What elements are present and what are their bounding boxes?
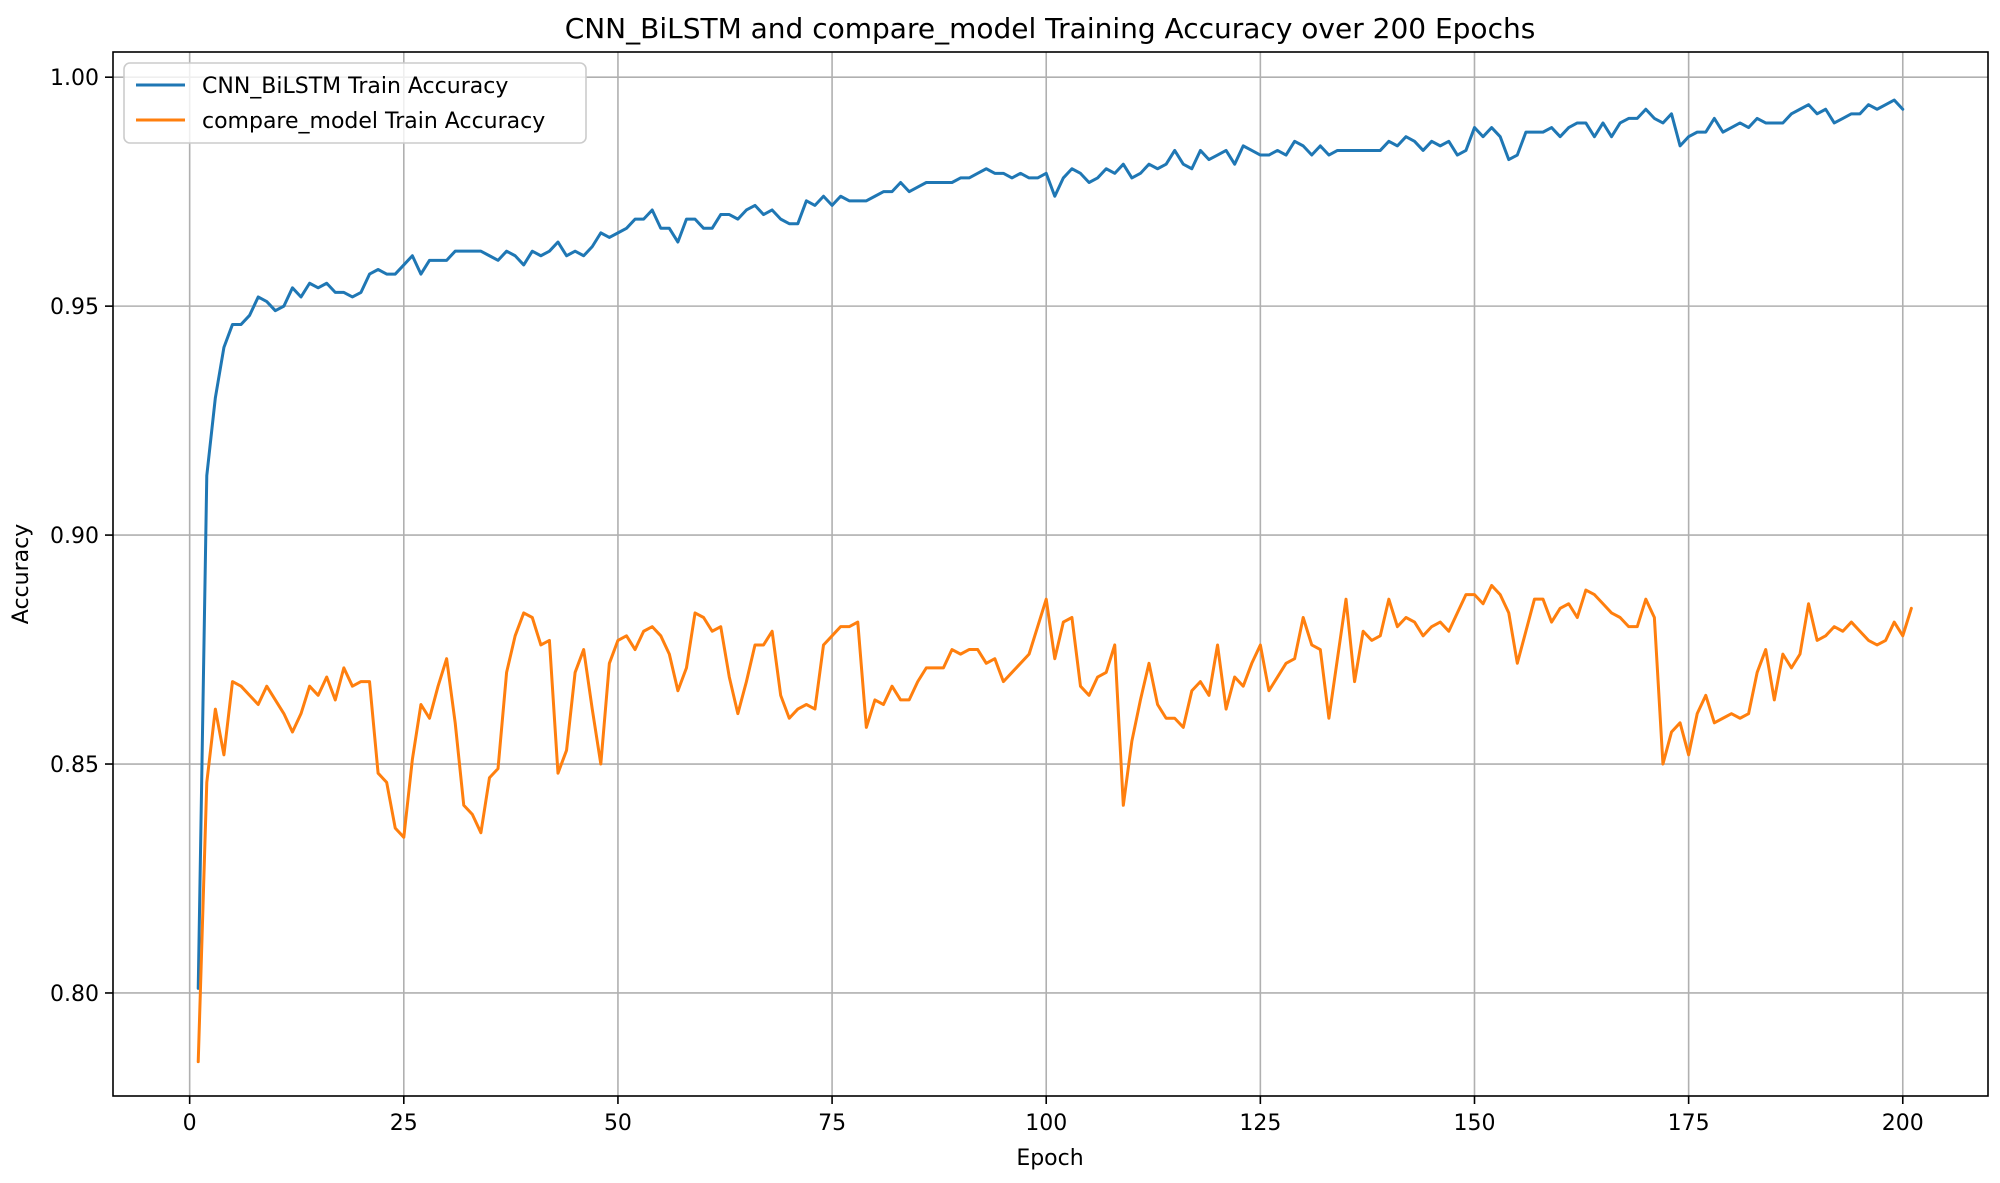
x-axis-label: Epoch	[1016, 1146, 1083, 1171]
series-line-compare-model	[196, 583, 1913, 1064]
x-tick-label: 25	[390, 1111, 418, 1136]
x-tick-label: 175	[1668, 1111, 1710, 1136]
series-group	[196, 98, 1913, 1064]
y-tick-label: 1.00	[50, 66, 99, 91]
grid	[113, 52, 1988, 1096]
y-tick-label: 0.85	[50, 753, 99, 778]
y-axis-label: Accuracy	[9, 524, 34, 624]
legend-label-compare-model: compare_model Train Accuracy	[202, 109, 545, 134]
x-tick-label: 100	[1025, 1111, 1067, 1136]
legend-box	[123, 62, 587, 144]
plot-frame	[112, 51, 1989, 1097]
x-tick-label: 50	[604, 1111, 632, 1136]
y-tick-label: 0.90	[50, 524, 99, 549]
legend-label-cnn-bilstm: CNN_BiLSTM Train Accuracy	[202, 74, 508, 99]
x-tick-label: 0	[183, 1111, 197, 1136]
series-line-cnn-bilstm	[196, 98, 1905, 990]
chart-title: CNN_BiLSTM and compare_model Training Ac…	[565, 12, 1536, 45]
x-tick-label: 75	[818, 1111, 846, 1136]
x-tick-label: 200	[1882, 1111, 1924, 1136]
x-tick-label: 150	[1453, 1111, 1495, 1136]
y-tick-label: 0.95	[50, 295, 99, 320]
x-tick-label: 125	[1239, 1111, 1281, 1136]
y-tick-label: 0.80	[50, 982, 99, 1007]
axis-ticks: 0 25 50 75 100 125 150 175 200 0.80 0.85 0.90 0.95 1.…	[50, 66, 1924, 1136]
legend: CNN_BiLSTM Train Accuracy compare_model …	[123, 62, 587, 144]
